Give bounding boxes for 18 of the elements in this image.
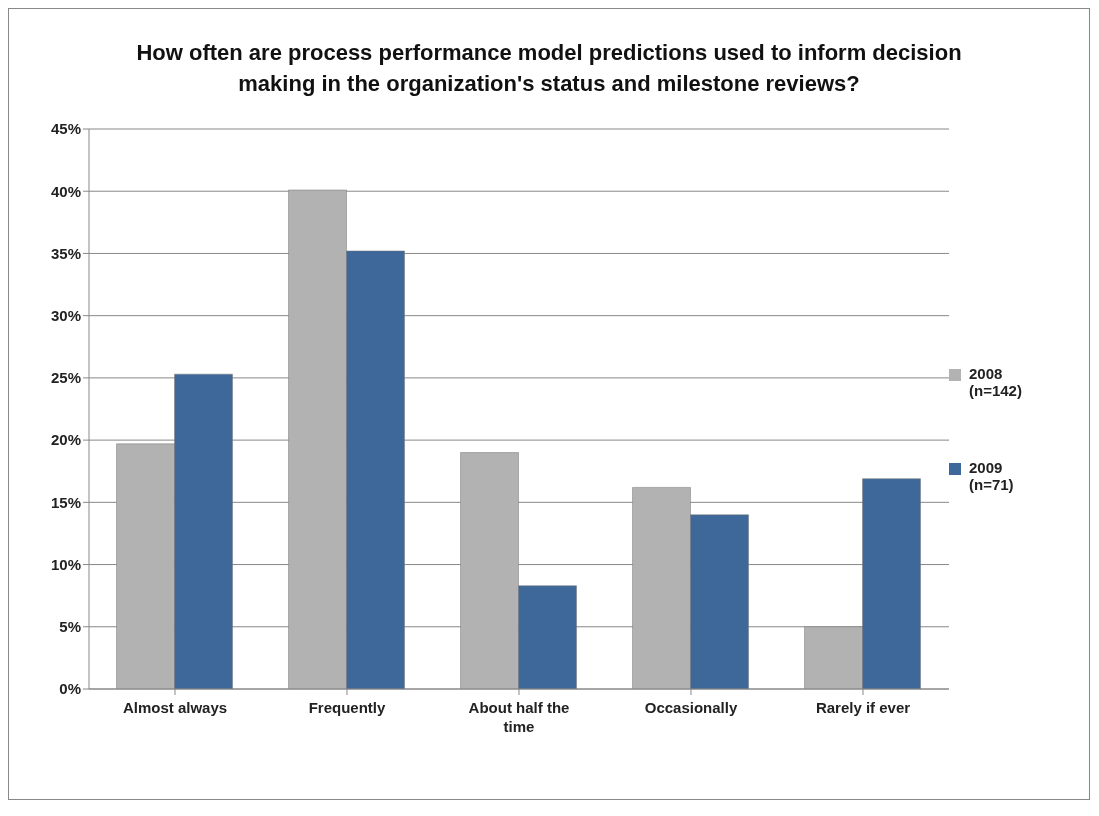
x-tick-label: Almost always (122, 699, 228, 716)
x-tick-label: Rarely if ever (815, 699, 911, 716)
y-tick-label: 25% (50, 369, 81, 387)
y-tick-label: 0% (59, 680, 81, 698)
y-tick-label: 10% (50, 555, 81, 573)
y-tick-label: 45% (50, 120, 81, 138)
y-tick-label: 35% (50, 244, 81, 262)
legend-label: 2008 (n=142) (969, 365, 1023, 399)
x-tick-label: Occasionally (644, 699, 738, 716)
x-tick-label: Frequently (308, 699, 386, 716)
y-tick-label: 15% (50, 493, 81, 511)
chart-title: How often are process performance model predictions used to inform decision making in the organization's status and milestone reviews? (135, 39, 963, 98)
y-tick-label: 40% (50, 182, 81, 200)
y-tick-label: 5% (59, 618, 81, 636)
legend-label: 2009 (n=71) (969, 459, 1015, 493)
y-tick-label: 30% (50, 306, 81, 324)
x-tick-label: About half the time (468, 699, 570, 735)
y-tick-label: 20% (50, 431, 81, 449)
